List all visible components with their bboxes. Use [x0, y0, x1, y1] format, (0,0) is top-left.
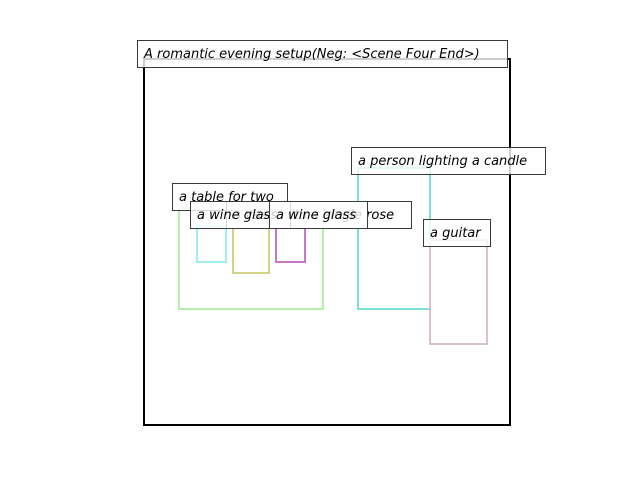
- object-box-person-lighting-candle: [357, 167, 431, 310]
- label-wine-glass-right-text: a wine glass: [276, 208, 356, 223]
- label-person-lighting-candle-text: a person lighting a candle: [358, 154, 527, 169]
- object-box-wine-glass-right: [275, 225, 306, 263]
- object-box-vase-with-rose: [232, 225, 270, 274]
- label-guitar: a guitar: [423, 219, 491, 247]
- label-wine-glass-right: a wine glass: [269, 201, 368, 229]
- label-wine-glass-left-text: a wine glass: [197, 208, 277, 223]
- scene-title-text: A romantic evening setup(Neg: <Scene Fou…: [143, 47, 480, 62]
- label-person-lighting-candle: a person lighting a candle: [351, 147, 546, 175]
- scene-title-label: A romantic evening setup(Neg: <Scene Fou…: [137, 40, 508, 68]
- object-box-guitar: [429, 239, 488, 345]
- object-box-wine-glass-left: [196, 225, 227, 263]
- label-guitar-text: a guitar: [430, 226, 482, 241]
